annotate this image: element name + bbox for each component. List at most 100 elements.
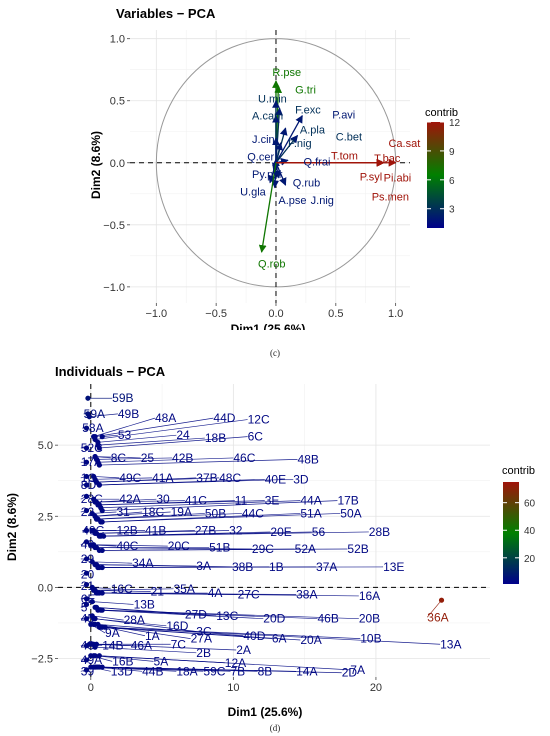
label-connector — [96, 457, 173, 460]
y-tick-label: 2.5 — [38, 511, 53, 523]
label-connector — [99, 500, 265, 506]
point-label: 37B — [196, 471, 217, 485]
y-tick-label: 5.0 — [38, 440, 53, 452]
point-label: 13E — [383, 560, 404, 574]
point-label: 38A — [296, 588, 317, 602]
data-point — [83, 507, 90, 514]
point-label: 11 — [235, 494, 248, 508]
point-label: 41A — [152, 471, 173, 485]
panel-caption-c: (c) — [270, 348, 280, 358]
point-label: 56 — [312, 525, 326, 539]
data-point — [438, 597, 445, 603]
data-point — [96, 482, 102, 488]
point-label: 50A — [340, 506, 361, 520]
point-label: 14A — [296, 664, 317, 678]
label-connector — [96, 477, 220, 483]
y-tick-label: 0.0 — [38, 582, 53, 594]
point-label: 13D — [111, 664, 133, 678]
point-label: 24 — [176, 428, 190, 442]
data-point — [92, 653, 98, 659]
point-label: T.bac — [374, 153, 401, 165]
point-label: U.min — [258, 93, 287, 105]
point-label: 41B — [145, 524, 166, 538]
point-label: Q.frai — [304, 157, 331, 169]
point-label: 32 — [229, 524, 243, 538]
data-point — [83, 601, 90, 608]
data-point — [83, 581, 90, 588]
point-label: 6C — [248, 430, 264, 444]
variable-arrow — [275, 114, 303, 164]
point-label: 16A — [359, 589, 380, 603]
label-connector — [92, 511, 117, 514]
label-connector — [99, 478, 294, 486]
data-point — [99, 434, 105, 440]
label-connector — [97, 609, 264, 620]
label-connector — [95, 588, 174, 591]
point-label: 49B — [118, 407, 139, 421]
data-point — [92, 644, 98, 650]
point-label: 12A — [225, 656, 246, 670]
point-label: 5 — [81, 600, 88, 614]
legend-title: contrib — [502, 465, 535, 477]
point-label: 20A — [300, 633, 321, 647]
x-tick-label: 20 — [370, 682, 382, 694]
plot-area: −1.0 −0.5 0.0 0.5 1.0 −1.0 −0.5 0.0 0.5 1.0 R.pse G… — [103, 30, 461, 320]
data-point — [101, 533, 107, 539]
point-label: 1C — [81, 471, 97, 485]
point-label: 7C — [171, 637, 187, 651]
point-label: 16B — [112, 654, 133, 668]
data-point — [102, 624, 108, 630]
point-label: 58A — [82, 421, 103, 435]
data-point — [83, 657, 90, 663]
legend-tick-label: 3 — [449, 205, 455, 216]
point-label: 17A — [81, 455, 102, 469]
y-tick-label: 1.0 — [110, 34, 125, 46]
point-label: 46B — [317, 612, 338, 626]
point-label: 50B — [205, 506, 226, 520]
point-label: 8B — [258, 664, 273, 678]
data-point — [83, 459, 90, 465]
y-axis-label: Dim2 (8.6%) — [5, 493, 19, 561]
point-label: 46C — [233, 451, 255, 465]
point-label: 51B — [209, 541, 230, 555]
point-label: 27C — [238, 588, 260, 602]
point-label: 42A — [119, 492, 140, 506]
point-label: 27B — [195, 524, 216, 538]
data-point — [99, 590, 105, 596]
label-connector — [97, 457, 234, 463]
data-point — [96, 462, 102, 468]
point-label: 44A — [300, 494, 321, 508]
point-label: 43 — [81, 639, 95, 653]
individuals-pca-chart: Individuals − PCA Dim2 (8.6%) Dim1 (25.6… — [5, 364, 536, 719]
data-point — [83, 596, 90, 602]
y-tick-label: −2.5 — [31, 654, 53, 666]
legend-tick-label: 6 — [449, 176, 455, 187]
point-label: 52B — [347, 542, 368, 556]
point-label: F.exc — [295, 104, 321, 116]
data-point — [83, 539, 90, 545]
point-label: 19A — [171, 505, 192, 519]
point-label: 21 — [81, 579, 95, 593]
label-connector — [93, 544, 168, 547]
point-label: 20B — [359, 612, 380, 626]
point-label: 18B — [205, 431, 226, 445]
point-label: 20C — [168, 539, 190, 553]
point-label: 28C — [81, 492, 103, 506]
data-point — [96, 445, 102, 451]
point-label: 18A — [176, 664, 197, 678]
label-connector — [95, 618, 197, 632]
variable-arrow — [275, 162, 287, 186]
point-label: 1B — [269, 560, 284, 574]
point-label: 10B — [360, 632, 381, 646]
label-connector — [93, 417, 156, 437]
point-label: 2D — [342, 666, 358, 680]
point-label: Pi.abi — [384, 173, 412, 185]
label-connector — [99, 436, 248, 449]
point-label: P.nig — [288, 138, 312, 150]
point-label: 29 — [81, 552, 95, 566]
point-label: 34A — [132, 556, 153, 570]
variable-arrow — [275, 134, 299, 164]
point-label: 46A — [131, 639, 152, 653]
point-label: 30 — [156, 492, 170, 506]
